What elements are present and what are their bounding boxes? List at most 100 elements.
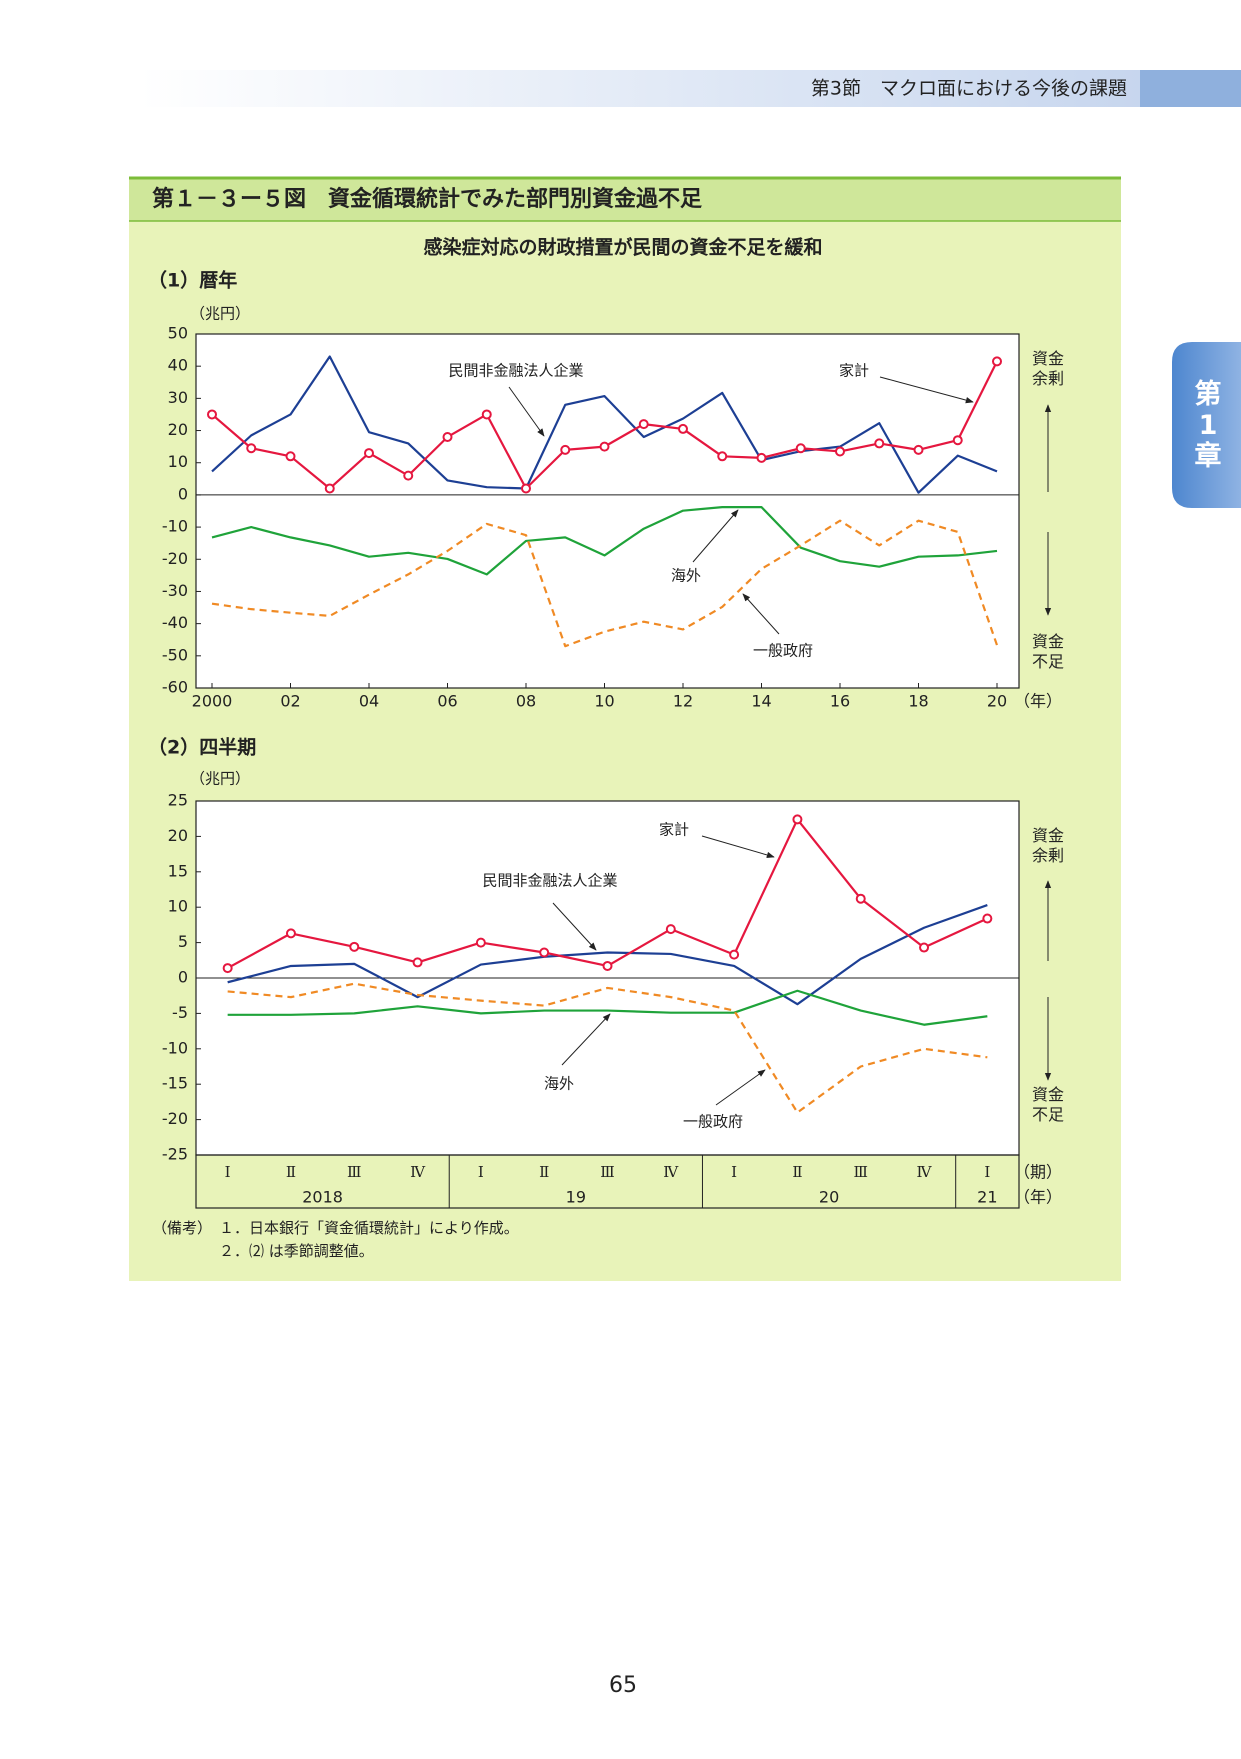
x-group-unit: （年） — [1014, 1188, 1062, 1207]
figure-title: 第１－３ー５図 資金循環統計でみた部門別資金過不足 — [152, 186, 702, 212]
y-tick-label: -40 — [162, 613, 188, 632]
series-label: 海外 — [544, 1075, 574, 1093]
point-marker — [874, 438, 885, 449]
point-marker — [717, 451, 728, 462]
y-tick-label: -60 — [162, 678, 188, 697]
x-tick-label: 16 — [830, 692, 850, 711]
x-tick-label: 2000 — [192, 692, 233, 711]
point-marker — [412, 957, 423, 968]
x-tick-label: 20 — [987, 692, 1007, 711]
side-label: 資金余剰 — [1032, 349, 1064, 388]
x-tick-label: Ⅳ — [917, 1163, 933, 1181]
point-marker — [222, 963, 233, 974]
point-marker — [207, 409, 217, 420]
point-marker — [756, 452, 767, 463]
series-line — [211, 519, 999, 648]
point-marker — [665, 924, 676, 935]
point-marker — [599, 441, 610, 452]
x-tick-label: Ⅲ — [347, 1163, 361, 1181]
point-marker — [982, 913, 993, 924]
x-tick-label: Ⅰ — [225, 1163, 231, 1181]
series-line — [227, 989, 988, 1026]
series-label: 家計 — [839, 362, 869, 380]
x-tick-label: Ⅰ — [731, 1163, 737, 1181]
point-marker — [324, 483, 335, 494]
label-arrow — [552, 902, 597, 951]
series-label: 一般政府 — [683, 1113, 743, 1131]
point-marker — [475, 937, 486, 948]
chapter-tab — [1172, 342, 1241, 508]
x-tick-label: Ⅱ — [539, 1163, 549, 1181]
y-tick-label: 5 — [178, 932, 188, 951]
y-tick-label: 25 — [168, 791, 188, 810]
notes-label: （備考） — [152, 1219, 212, 1237]
x-group-label: 2018 — [302, 1188, 343, 1207]
section-title: 第3節 マクロ面における今後の課題 — [811, 78, 1127, 100]
point-marker — [919, 942, 930, 953]
header-band — [140, 70, 1140, 107]
x-tick-label: 08 — [516, 692, 536, 711]
series-label: 民間非金融法人企業 — [482, 872, 617, 890]
y-tick-label: 15 — [168, 861, 188, 880]
point-marker — [602, 960, 613, 971]
x-tick-label: 06 — [437, 692, 457, 711]
x-tick-label: Ⅰ — [984, 1163, 990, 1181]
x-tick-label: Ⅲ — [853, 1163, 867, 1181]
y-tick-label: 40 — [168, 356, 188, 375]
series-line — [227, 982, 988, 1114]
figure-title-band — [129, 177, 1121, 221]
label-arrow — [692, 509, 739, 563]
x-tick-label: 14 — [751, 692, 771, 711]
series-label: 家計 — [659, 821, 689, 839]
y-tick-label: -5 — [172, 1003, 188, 1022]
x-tick-label: Ⅳ — [663, 1163, 679, 1181]
x-tick-label: Ⅰ — [478, 1163, 484, 1181]
y-tick-label: -10 — [162, 1038, 188, 1057]
y-tick-label: -10 — [162, 517, 188, 536]
y-tick-label: -15 — [162, 1074, 188, 1093]
point-marker — [403, 470, 414, 481]
series-line — [211, 355, 998, 494]
series-label: 一般政府 — [753, 642, 813, 660]
x-group-label: 19 — [566, 1188, 586, 1207]
point-marker — [349, 941, 360, 952]
label-arrow — [561, 1013, 611, 1066]
note: １．日本銀行「資金循環統計」により作成。 — [219, 1219, 519, 1237]
x-tick-label: 12 — [673, 692, 693, 711]
point-marker — [285, 451, 296, 462]
point-marker — [481, 409, 492, 420]
y-tick-label: 50 — [168, 324, 188, 343]
y-tick-label: 0 — [178, 968, 188, 987]
y-tick-label: 20 — [168, 420, 188, 439]
x-tick-label: Ⅱ — [286, 1163, 296, 1181]
x-unit: （期） — [1014, 1163, 1062, 1182]
side-label: 資金不足 — [1032, 632, 1064, 671]
x-tick-label: 18 — [908, 692, 928, 711]
point-marker — [992, 356, 1002, 367]
point-marker — [795, 443, 806, 454]
label-arrow — [742, 593, 780, 635]
point-marker — [952, 435, 963, 446]
label-arrow — [508, 386, 545, 437]
y-tick-label: -20 — [162, 549, 188, 568]
label-arrow — [701, 835, 775, 859]
y-tick-label: -20 — [162, 1109, 188, 1128]
x-unit: （年） — [1014, 692, 1062, 711]
header-block — [1140, 70, 1241, 107]
x-tick-label: Ⅳ — [410, 1163, 426, 1181]
x-tick-label: Ⅲ — [600, 1163, 614, 1181]
y-tick-label: 20 — [168, 826, 188, 845]
point-marker — [364, 448, 374, 459]
point-marker — [678, 423, 688, 434]
point-marker — [855, 893, 866, 904]
series-line — [211, 506, 998, 576]
y-tick-label: 10 — [168, 897, 188, 916]
page-number: 65 — [609, 1673, 637, 1698]
y-tick-label: 30 — [168, 388, 188, 407]
x-group-label: 20 — [819, 1188, 839, 1207]
chart-title: （2）四半期 — [148, 736, 256, 759]
y-tick-label: -25 — [162, 1145, 188, 1164]
y-tick-label: -30 — [162, 581, 188, 600]
